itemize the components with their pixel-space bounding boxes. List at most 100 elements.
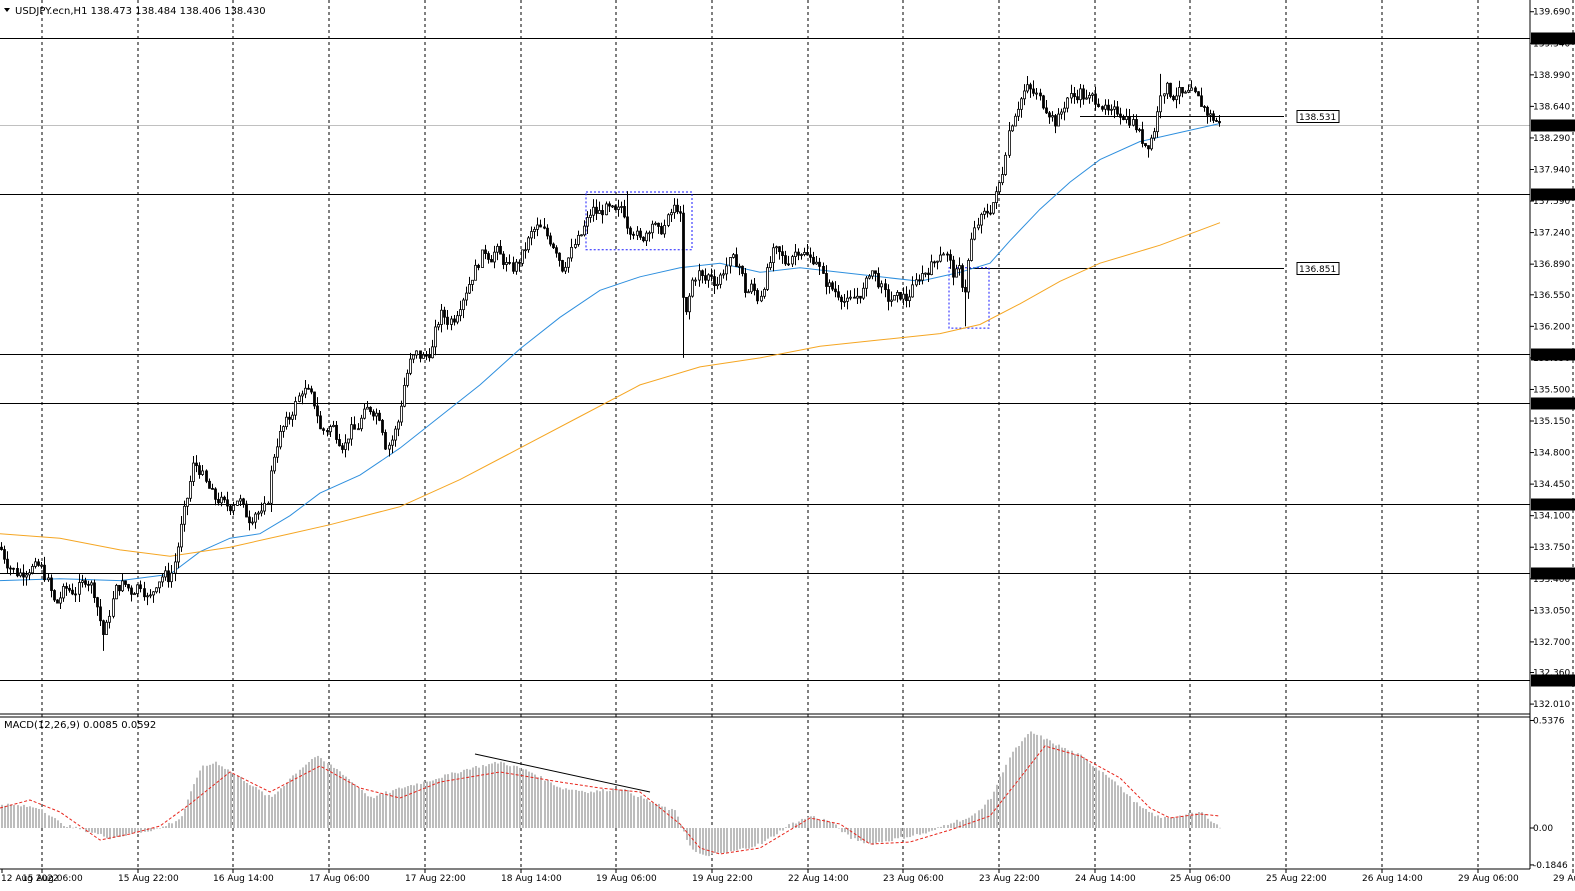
- macd-histogram-bar: [147, 828, 149, 832]
- macd-histogram-bar: [878, 828, 880, 842]
- macd-histogram-bar: [252, 786, 254, 828]
- macd-histogram-bar: [1114, 781, 1116, 828]
- bull-candle-body: [636, 230, 639, 236]
- macd-histogram-bar: [1061, 747, 1063, 828]
- bear-candle-body: [338, 439, 341, 447]
- bull-candle-body: [577, 234, 580, 245]
- macd-histogram-bar: [1191, 812, 1193, 828]
- bull-candle-body: [958, 265, 961, 270]
- macd-histogram-bar: [361, 789, 363, 828]
- bull-candle-body: [357, 428, 360, 431]
- bull-candle-body: [192, 462, 195, 482]
- y-tick-label: 138.990: [1533, 71, 1570, 81]
- bull-candle-body: [1163, 93, 1166, 97]
- macd-histogram-bar: [345, 776, 347, 828]
- bull-candle-body: [474, 264, 477, 281]
- bull-candle-body: [871, 270, 874, 277]
- macd-histogram-bar: [69, 824, 71, 828]
- macd-histogram-bar: [416, 783, 418, 828]
- bull-candle-body: [983, 210, 986, 215]
- bear-candle-body: [1048, 112, 1051, 118]
- macd-histogram-bar: [447, 774, 449, 828]
- bull-candle-body: [1150, 137, 1153, 150]
- macd-histogram-bar: [788, 824, 790, 828]
- x-tick-label: 12 Aug 2022: [1, 874, 59, 884]
- macd-histogram-bar: [289, 778, 291, 828]
- bear-candle-body: [1218, 121, 1221, 124]
- macd-histogram-bar: [509, 766, 511, 828]
- bear-candle-body: [1206, 106, 1209, 116]
- bear-candle-body: [381, 419, 384, 433]
- bear-candle-body: [167, 570, 170, 583]
- macd-histogram-bar: [764, 828, 766, 842]
- bear-candle-body: [884, 283, 887, 291]
- bear-candle-body: [887, 289, 890, 302]
- macd-histogram-bar: [1046, 738, 1048, 828]
- macd-histogram-bar: [295, 773, 297, 828]
- bear-candle-body: [1116, 106, 1119, 115]
- bull-candle-body: [1035, 92, 1038, 95]
- bear-candle-body: [56, 599, 59, 604]
- x-tick-label: 24 Aug 14:00: [1075, 874, 1136, 884]
- bear-candle-body: [68, 587, 71, 591]
- macd-histogram-bar: [953, 822, 955, 828]
- bull-candle-body: [496, 245, 499, 253]
- macd-histogram-bar: [1148, 811, 1150, 828]
- macd-histogram-bar: [730, 828, 732, 852]
- macd-histogram-bar: [472, 767, 474, 828]
- level-price-label: 139.403: [1533, 35, 1570, 45]
- bear-candle-body: [310, 388, 313, 393]
- macd-histogram-bar: [311, 758, 313, 828]
- macd-histogram-bar: [1173, 817, 1175, 828]
- bear-candle-body: [1169, 82, 1172, 97]
- macd-histogram-bar: [928, 828, 930, 832]
- bull-candle-body: [232, 505, 235, 512]
- bull-candle-body: [1023, 90, 1026, 100]
- bear-candle-body: [245, 503, 248, 518]
- macd-histogram-bar: [1040, 735, 1042, 828]
- macd-histogram-bar: [519, 767, 521, 828]
- macd-histogram-bar: [460, 772, 462, 828]
- macd-histogram-bar: [897, 828, 899, 839]
- bear-candle-body: [499, 245, 502, 255]
- macd-histogram-bar: [497, 763, 499, 828]
- macd-histogram-bar: [237, 775, 239, 828]
- macd-histogram-bar: [1126, 794, 1128, 828]
- macd-histogram-bar: [562, 789, 564, 828]
- macd-histogram-bar: [168, 822, 170, 828]
- bear-candle-body: [629, 227, 632, 235]
- bear-candle-body: [1135, 119, 1138, 131]
- bull-candle-body: [78, 582, 81, 595]
- bear-candle-body: [1119, 113, 1122, 118]
- macd-histogram-bar: [503, 762, 505, 828]
- macd-histogram-bar: [196, 777, 198, 828]
- bear-candle-body: [490, 258, 493, 263]
- macd-histogram-bar: [1080, 754, 1082, 828]
- bear-candle-body: [877, 273, 880, 288]
- macd-histogram-bar: [1204, 814, 1206, 828]
- y-tick-label: 138.290: [1533, 134, 1570, 144]
- macd-histogram-bar: [94, 828, 96, 833]
- macd-histogram-bar: [382, 794, 384, 828]
- macd-histogram-bar: [916, 828, 918, 835]
- macd-histogram-bar: [826, 820, 828, 828]
- macd-histogram-bar: [540, 776, 542, 828]
- bull-candle-body: [270, 470, 273, 504]
- chart-menu-icon[interactable]: [4, 8, 10, 12]
- bear-candle-body: [487, 253, 490, 260]
- bull-candle-body: [412, 354, 415, 360]
- macd-histogram-bar: [792, 822, 794, 828]
- macd-histogram-bar: [113, 828, 115, 838]
- bull-candle-body: [794, 251, 797, 257]
- macd-histogram-bar: [1064, 747, 1066, 828]
- bear-candle-body: [946, 253, 949, 256]
- x-tick-label: 23 Aug 06:00: [883, 874, 944, 884]
- macd-histogram-bar: [57, 820, 59, 828]
- macd-histogram-bar: [491, 763, 493, 828]
- macd-histogram-bar: [1102, 771, 1104, 828]
- bull-candle-body: [450, 318, 453, 325]
- macd-histogram-bar: [206, 765, 208, 828]
- macd-histogram-bar: [420, 784, 422, 828]
- macd-histogram-bar: [761, 828, 763, 845]
